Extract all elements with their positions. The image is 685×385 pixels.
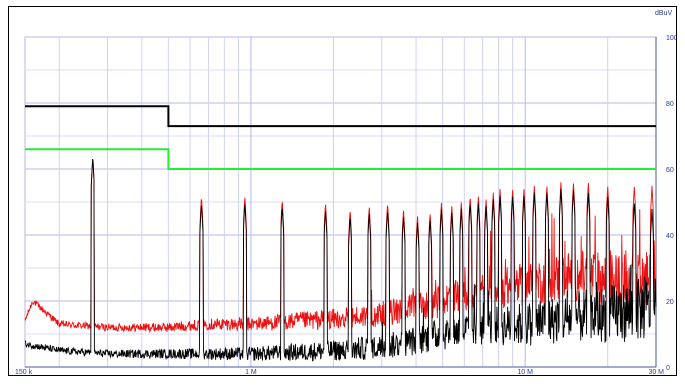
y-tick-label: 60: [666, 167, 674, 174]
x-tick-label: 30 M: [648, 369, 664, 375]
chart-frame: 0 20 40 60 80 100 150 k 1 M 10 M 30 M dBuV: [8, 6, 677, 376]
tick-labels: 0 20 40 60 80 100 150 k 1 M 10 M 30 M: [15, 35, 676, 375]
grid: [24, 36, 657, 368]
y-unit-label: dBuV: [655, 10, 673, 17]
limit-line-1: [25, 105, 656, 128]
y-tick-label: 40: [666, 233, 674, 240]
emission-spectrum-chart: 0 20 40 60 80 100 150 k 1 M 10 M 30 M: [15, 35, 676, 375]
data-series: [24, 159, 657, 362]
y-tick-label: 20: [666, 299, 674, 306]
spectrum-series-1: [24, 159, 657, 334]
y-tick-label: 100: [666, 35, 676, 42]
x-tick-label: 10 M: [517, 369, 533, 375]
spectrum-series-2: [24, 159, 657, 362]
x-tick-label: 1 M: [245, 369, 257, 375]
y-tick-label: 0: [666, 365, 670, 372]
limit-line-2: [25, 148, 656, 170]
limit-lines: [25, 105, 656, 170]
axes: [25, 37, 657, 368]
x-tick-label: 150 k: [15, 369, 33, 375]
y-tick-label: 80: [666, 101, 674, 108]
